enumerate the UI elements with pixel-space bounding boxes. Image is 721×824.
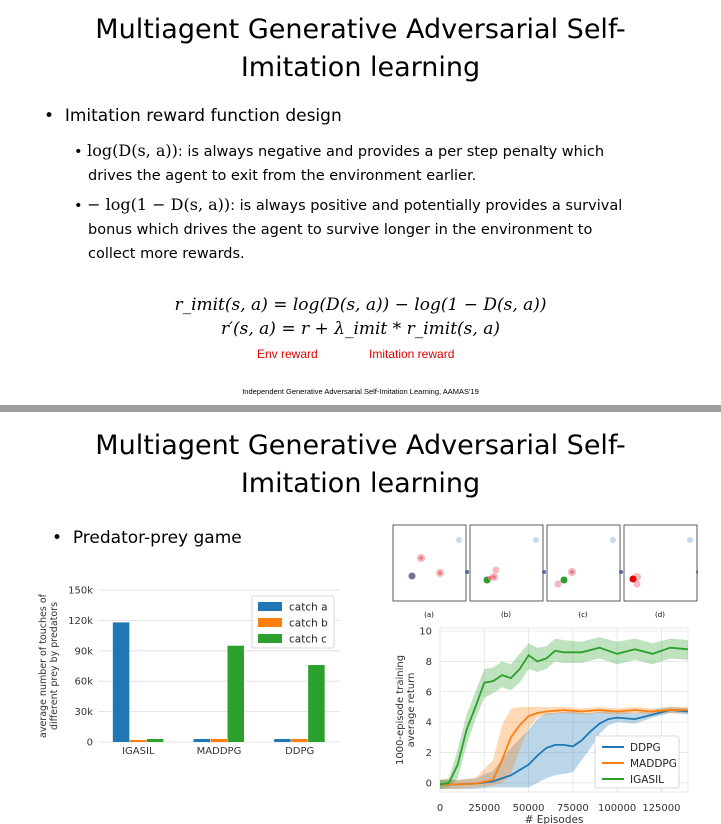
panel-label-d: (d) (655, 611, 665, 619)
legend-entry: MADDPG (630, 758, 677, 770)
legend-swatch (258, 618, 282, 627)
sub-bullet-2-text-b: bonus which drives the agent to survive … (88, 222, 593, 238)
slide-2: Multiagent Generative Adversarial Self- … (0, 412, 721, 824)
y-tick-label: 10 (419, 627, 432, 638)
legend-box (594, 735, 680, 789)
slide-1-title-line-2: Imitation learning (240, 52, 481, 83)
y-tick-label: 8 (426, 657, 432, 668)
sub-bullet-dot-icon: • (74, 144, 83, 160)
y-axis-label-line-1: average number of touches of (38, 593, 49, 738)
sub-bullet-1-text-b: drives the agent to exit from the enviro… (88, 168, 477, 184)
x-tick-label: IGASIL (122, 746, 155, 757)
sub-bullet-2-math: − log(1 − D(s, a)) (87, 195, 231, 214)
y-axis-label-line-2: different prey by predators (49, 602, 60, 730)
legend-entry: catch b (289, 618, 328, 630)
y-tick-label: 60k (74, 677, 93, 688)
bar-catch-a-igasil (112, 622, 130, 742)
slide-2-bullet-text: Predator-prey game (72, 528, 242, 548)
y-axis-label-line-1: 1000-episode training (395, 655, 406, 765)
env-snapshot-panels: (a) (b) (c) (392, 524, 698, 619)
prey-dot (629, 575, 637, 583)
y-tick-label: 6 (426, 687, 432, 698)
bar-catch-a-maddpg (193, 738, 210, 742)
legend-entry: catch a (289, 602, 328, 614)
x-tick-label: 100000 (598, 803, 636, 814)
slide-divider (0, 405, 721, 412)
prey-dot (408, 572, 416, 580)
citation: Independent Generative Adversarial Self-… (242, 387, 479, 396)
bar-legend: catch a catch b catch c (251, 595, 335, 649)
legend-entry: IGASIL (630, 774, 664, 786)
line-ddpg (440, 709, 689, 786)
x-tick-label: 75000 (557, 803, 589, 814)
y-tick-label: 4 (426, 718, 432, 729)
y-tick-label: 150k (68, 586, 93, 597)
bullet-dot-icon: • (44, 106, 55, 126)
y-axis-label-line-2: average return (406, 673, 417, 748)
slide-2-title-line-1: Multiagent Generative Adversarial Self- (95, 430, 626, 461)
sub-bullet-2-text-c: collect more rewards. (88, 246, 245, 262)
env-reward-label: Env reward (257, 347, 318, 361)
sub-bullet-2-text-a: : is always positive and potentially pro… (230, 198, 623, 214)
legend-swatch (258, 634, 282, 643)
equation-total-reward: r′(s, a) = r + λ_imit * r_imit(s, a) (221, 319, 500, 339)
bar-catch-a-ddpg (274, 738, 291, 742)
env-panel-a: (a) (392, 524, 469, 619)
bullet-dot-icon: • (52, 528, 63, 548)
y-tick-label: 90k (74, 646, 93, 657)
landmark-dot (456, 537, 462, 543)
legend-entry: catch c (289, 634, 327, 646)
legend-entry: DDPG (630, 742, 661, 754)
y-tick-label: 0 (87, 738, 93, 749)
bar-catch-b-igasil (129, 739, 147, 742)
panel-label-b: (b) (501, 611, 511, 619)
slide-1-bullet-text: Imitation reward function design (64, 106, 342, 126)
sub-bullet-1: • log(D(s, a)): is always negative and p… (74, 139, 634, 188)
line-legend: DDPG MADDPG IGASIL (594, 735, 680, 789)
imitation-reward-label: Imitation reward (369, 347, 455, 361)
slide-2-title-line-2: Imitation learning (240, 468, 481, 499)
x-tick-label: DDPG (285, 746, 314, 757)
bar-catch-c-maddpg (227, 645, 244, 742)
x-tick-label: 0 (437, 803, 443, 814)
y-tick-label: 30k (74, 707, 93, 718)
legend-swatch (258, 602, 282, 611)
sub-bullet-1-math: log(D(s, a)) (87, 141, 178, 160)
y-tick-label: 120k (68, 616, 93, 627)
sub-bullet-2: • − log(1 − D(s, a)): is always positive… (74, 193, 654, 266)
y-tick-label: 0 (426, 778, 432, 789)
landmark-dot (465, 570, 469, 574)
env-panel-b: (b) (469, 524, 546, 619)
x-tick-label: 50000 (513, 803, 545, 814)
panel-label-c: (c) (578, 611, 588, 619)
slide-2-bullet: • Predator-prey game (52, 528, 242, 548)
band-ddpg (440, 707, 688, 789)
x-tick-label: 125000 (642, 803, 680, 814)
bar-chart: 0 30k 60k 90k 120k 150k IGASIL MADDPG DDPG averag… (38, 586, 340, 757)
line-maddpg (440, 709, 688, 786)
y-tick-label: 2 (426, 748, 432, 759)
line-chart: 0 2 4 6 8 10 0 25000 50000 75000 100000 125000 # Epi… (395, 627, 689, 824)
slide-1-bullet: • Imitation reward function design (44, 106, 342, 126)
line-igasil (439, 646, 689, 786)
bar-catch-c-igasil (146, 738, 164, 742)
bar-catch-b-ddpg (291, 738, 308, 742)
slide-1-title-line-1: Multiagent Generative Adversarial Self- (95, 14, 626, 45)
sub-bullet-dot-icon: • (74, 198, 83, 214)
x-tick-label: 25000 (468, 803, 500, 814)
equation-imit-reward: r_imit(s, a) = log(D(s, a)) − log(1 − D(… (174, 295, 547, 315)
x-axis-label: # Episodes (525, 814, 584, 824)
slide-1: Multiagent Generative Adversarial Self- … (0, 0, 721, 405)
bar-catch-b-maddpg (210, 738, 227, 742)
env-panel-c: (c) (546, 524, 623, 619)
bar-catch-c-ddpg (308, 664, 325, 742)
sub-bullet-1-text-a: : is always negative and provides a per … (177, 144, 605, 160)
band-maddpg (440, 707, 688, 789)
env-panel-d: (d) (623, 524, 698, 619)
panel-label-a: (a) (424, 611, 434, 619)
x-tick-label: MADDPG (197, 746, 242, 757)
